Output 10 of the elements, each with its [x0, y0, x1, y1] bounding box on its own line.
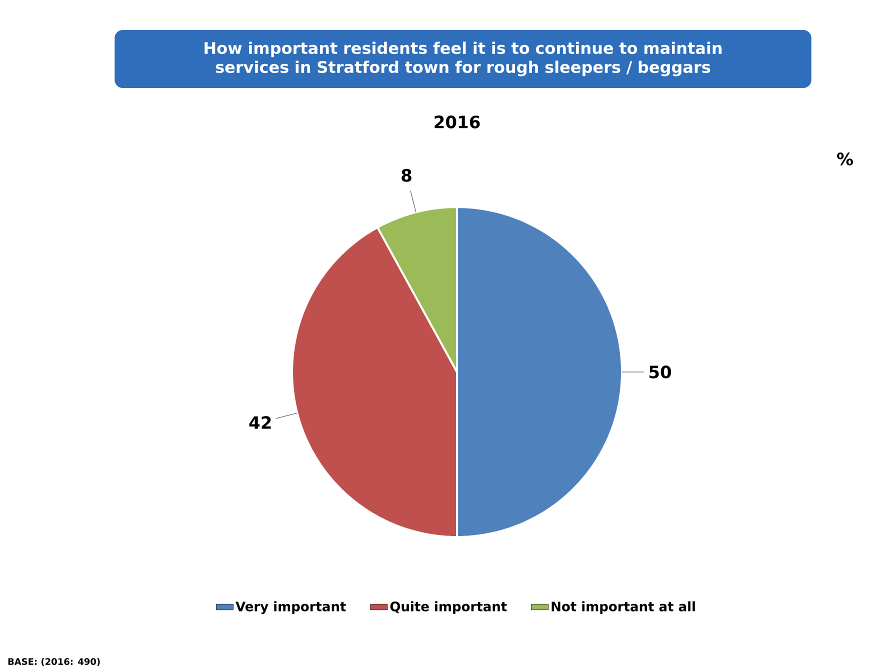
text: BASE: (2016: 490)	[8, 658, 100, 666]
legend-label: Quite important	[390, 601, 507, 614]
chart-title: How important residents feel it is to continue to maintain services in Stratford town for rough sleepers / beggars	[204, 42, 722, 76]
data-label: 50	[650, 366, 672, 378]
data-label: 8	[402, 168, 412, 182]
text: %	[837, 152, 853, 166]
legend-label: Not important at all	[552, 601, 695, 614]
legend-label: Very important	[236, 601, 346, 614]
chart-subtitle: 2016	[434, 116, 480, 128]
data-label: 42	[249, 416, 271, 429]
